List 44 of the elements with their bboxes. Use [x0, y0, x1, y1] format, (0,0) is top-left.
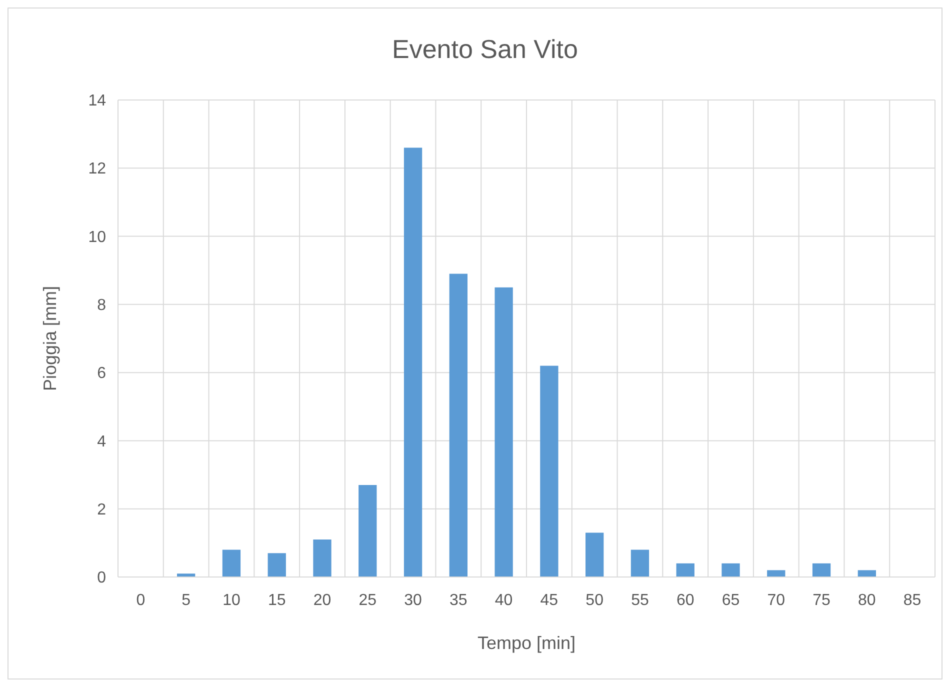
y-tick-label: 8: [97, 297, 106, 314]
bar: [812, 563, 831, 577]
y-tick-label: 2: [97, 501, 106, 518]
bar: [494, 287, 513, 577]
x-tick-label: 25: [358, 592, 377, 609]
x-tick-label: 50: [586, 592, 604, 609]
bar: [404, 148, 422, 577]
bar: [676, 563, 694, 577]
y-tick-label: 4: [97, 433, 106, 450]
y-tick-label: 12: [88, 160, 106, 178]
bar: [858, 570, 876, 577]
bar: [358, 485, 377, 577]
x-tick-label: 35: [450, 592, 468, 609]
bar: [313, 540, 332, 577]
x-tick-label: 60: [676, 592, 694, 609]
bar: [449, 274, 468, 577]
x-tick-label: 75: [812, 592, 831, 609]
x-tick-label: 80: [858, 592, 876, 609]
bar: [586, 532, 604, 577]
x-tick-label: 10: [222, 592, 240, 609]
y-axis-title: Pioggia [mm]: [40, 286, 60, 392]
x-tick-label: 85: [903, 592, 922, 609]
x-tick-label: 55: [631, 592, 649, 609]
y-tick-label: 0: [97, 570, 106, 587]
bar: [268, 553, 286, 577]
y-tick-label: 6: [97, 365, 106, 382]
x-tick-label: 70: [767, 592, 786, 609]
x-tick-label: 20: [313, 592, 332, 609]
bar: [767, 570, 786, 577]
x-tick-label: 5: [182, 592, 191, 609]
x-tick-label: 15: [268, 592, 286, 609]
bar: [540, 366, 558, 577]
x-tick-label: 0: [136, 592, 146, 609]
bar: [630, 550, 650, 577]
bar: [722, 563, 740, 577]
x-tick-label: 65: [722, 592, 740, 609]
x-axis-title: Tempo [min]: [477, 633, 576, 653]
x-tick-label: 30: [404, 592, 422, 609]
y-tick-label: 10: [88, 228, 106, 246]
bar: [222, 550, 241, 577]
x-tick-label: 45: [540, 592, 558, 609]
chart-title: Evento San Vito: [392, 34, 578, 64]
y-tick-label: 14: [88, 92, 106, 110]
x-tick-label: 40: [494, 592, 513, 609]
